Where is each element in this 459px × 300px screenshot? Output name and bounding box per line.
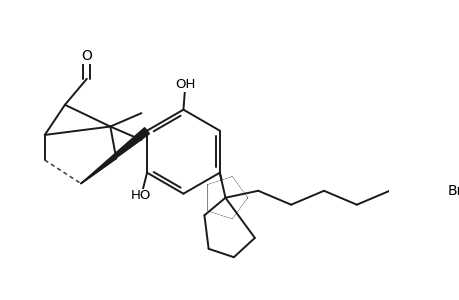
Polygon shape — [81, 128, 149, 184]
Text: HO: HO — [131, 189, 151, 203]
Text: OH: OH — [175, 78, 195, 91]
Text: Br: Br — [447, 184, 459, 198]
Polygon shape — [208, 178, 246, 218]
Text: O: O — [81, 49, 92, 63]
